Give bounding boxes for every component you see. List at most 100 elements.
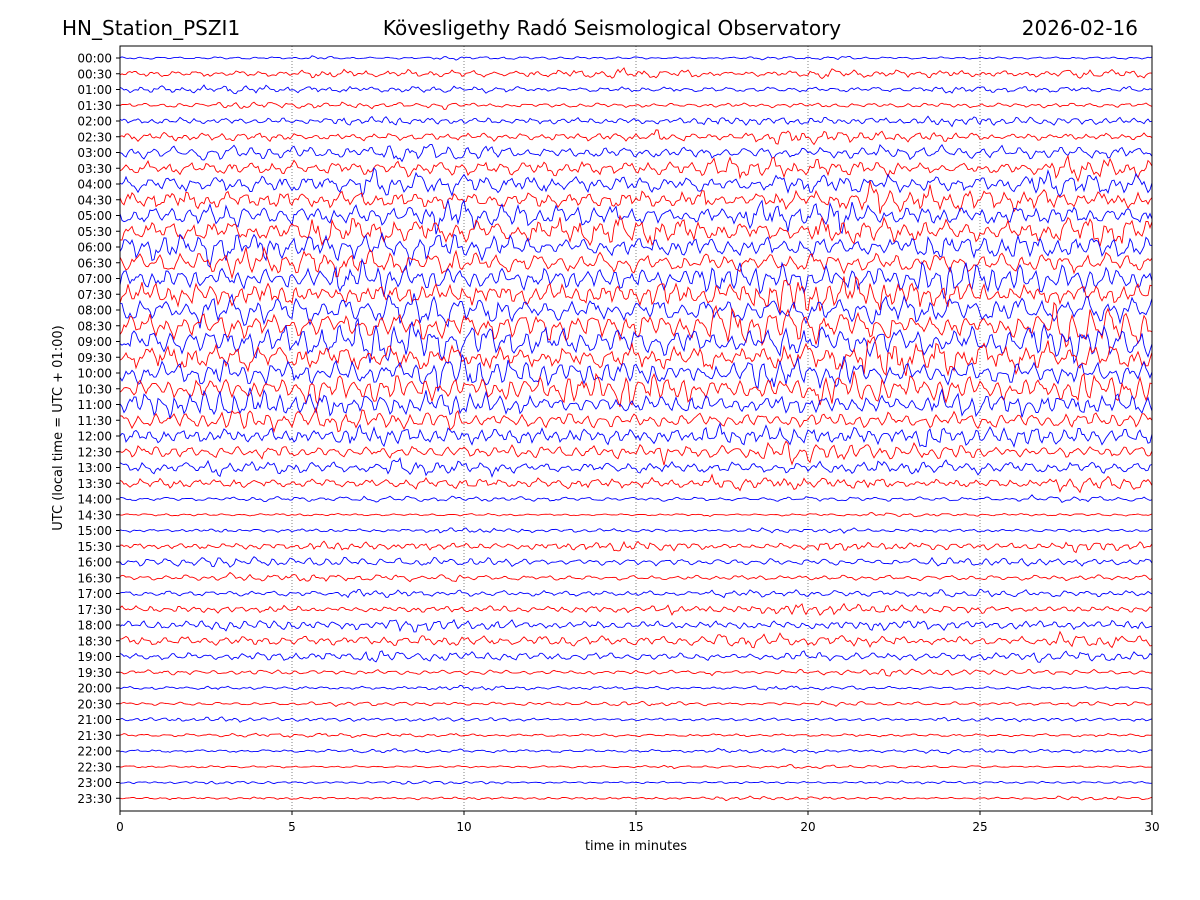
- y-tick-label: 03:30: [77, 162, 112, 176]
- trace-1700: [119, 588, 1153, 599]
- y-tick-label: 02:30: [77, 130, 112, 144]
- x-tick-label: 10: [456, 820, 471, 834]
- x-axis-ticks: 0 5 10 15 20 25 30: [116, 811, 1160, 834]
- y-tick-label: 20:00: [77, 682, 112, 696]
- trace-0430: [119, 180, 1153, 214]
- y-tick-label: 11:00: [77, 398, 112, 412]
- y-tick-label: 01:30: [77, 99, 112, 113]
- y-tick-label: 08:00: [77, 304, 112, 318]
- trace-0230: [119, 129, 1153, 146]
- x-tick-label: 25: [972, 820, 987, 834]
- trace-1530: [119, 540, 1153, 554]
- trace-1630: [119, 571, 1153, 583]
- y-tick-label: 04:00: [77, 178, 112, 192]
- y-tick-label: 19:00: [77, 650, 112, 664]
- trace-0400: [119, 166, 1153, 198]
- y-tick-label: 22:00: [77, 745, 112, 759]
- trace-2030: [119, 700, 1153, 707]
- y-tick-label: 02:00: [77, 115, 112, 129]
- trace-1330: [119, 473, 1153, 494]
- y-tick-label: 05:30: [77, 225, 112, 239]
- y-tick-label: 18:00: [77, 619, 112, 633]
- y-tick-label: 23:00: [77, 776, 112, 790]
- y-tick-label: 03:00: [77, 146, 112, 160]
- y-tick-label: 14:30: [77, 508, 112, 522]
- trace-1500: [119, 527, 1153, 534]
- y-tick-label: 12:00: [77, 430, 112, 444]
- y-tick-label: 22:30: [77, 760, 112, 774]
- trace-0130: [119, 101, 1153, 110]
- trace-0700: [119, 257, 1153, 300]
- trace-2130: [119, 732, 1153, 738]
- trace-0500: [119, 198, 1153, 235]
- y-tick-label: 23:30: [77, 792, 112, 806]
- y-tick-label: 16:30: [77, 571, 112, 585]
- x-axis-label: time in minutes: [585, 839, 687, 854]
- trace-1030: [119, 371, 1153, 408]
- station-name: HN_Station_PSZI1: [62, 16, 240, 40]
- y-tick-label: 17:30: [77, 603, 112, 617]
- trace-0300: [119, 143, 1153, 163]
- y-tick-label: 13:30: [77, 477, 112, 491]
- y-tick-label: 15:30: [77, 540, 112, 554]
- y-tick-label: 21:30: [77, 729, 112, 743]
- trace-1600: [119, 556, 1153, 568]
- y-tick-label: 07:00: [77, 272, 112, 286]
- trace-1130: [119, 406, 1153, 434]
- y-tick-label: 09:00: [77, 335, 112, 349]
- y-tick-label: 20:30: [77, 697, 112, 711]
- trace-0330: [119, 154, 1153, 183]
- trace-0530: [119, 214, 1153, 247]
- seismic-traces: [119, 55, 1153, 802]
- y-tick-label: 01:00: [77, 83, 112, 97]
- y-axis-label: UTC (local time = UTC + 01:00): [51, 325, 66, 530]
- y-tick-label: 05:00: [77, 209, 112, 223]
- trace-1400: [119, 494, 1153, 503]
- trace-2000: [119, 684, 1153, 691]
- x-tick-label: 15: [628, 820, 643, 834]
- x-tick-label: 0: [116, 820, 124, 834]
- record-date: 2026-02-16: [1022, 16, 1138, 40]
- y-tick-label: 10:30: [77, 382, 112, 396]
- y-tick-label: 18:30: [77, 634, 112, 648]
- y-tick-label: 17:00: [77, 587, 112, 601]
- trace-1730: [119, 602, 1153, 616]
- trace-1300: [119, 457, 1153, 478]
- trace-1800: [119, 618, 1153, 633]
- trace-1930: [119, 668, 1153, 677]
- trace-0600: [119, 231, 1153, 268]
- trace-0100: [119, 84, 1153, 95]
- trace-0730: [119, 275, 1153, 313]
- observatory-title: Kövesligethy Radó Seismological Observat…: [383, 16, 841, 40]
- y-tick-label: 15:00: [77, 524, 112, 538]
- y-tick-label: 00:30: [77, 67, 112, 81]
- y-tick-label: 14:00: [77, 493, 112, 507]
- y-tick-label: 04:30: [77, 193, 112, 207]
- x-tick-label: 5: [288, 820, 296, 834]
- x-tick-label: 30: [1144, 820, 1159, 834]
- trace-0030: [119, 67, 1153, 80]
- trace-1900: [119, 650, 1153, 663]
- trace-2200: [119, 747, 1153, 755]
- trace-1230: [119, 440, 1153, 466]
- y-tick-label: 09:30: [77, 351, 112, 365]
- y-tick-label: 19:30: [77, 666, 112, 680]
- trace-2230: [119, 764, 1153, 770]
- y-tick-label: 11:30: [77, 414, 112, 428]
- y-tick-label: 21:00: [77, 713, 112, 727]
- x-tick-label: 20: [800, 820, 815, 834]
- y-tick-label: 16:00: [77, 556, 112, 570]
- trace-1830: [119, 630, 1153, 649]
- trace-2100: [119, 716, 1153, 723]
- trace-1000: [119, 353, 1153, 392]
- trace-1430: [119, 512, 1153, 518]
- trace-0800: [119, 293, 1153, 329]
- trace-0000: [119, 55, 1153, 61]
- y-tick-label: 13:00: [77, 461, 112, 475]
- trace-2330: [119, 795, 1153, 802]
- trace-2300: [119, 780, 1153, 785]
- y-tick-label: 06:30: [77, 256, 112, 270]
